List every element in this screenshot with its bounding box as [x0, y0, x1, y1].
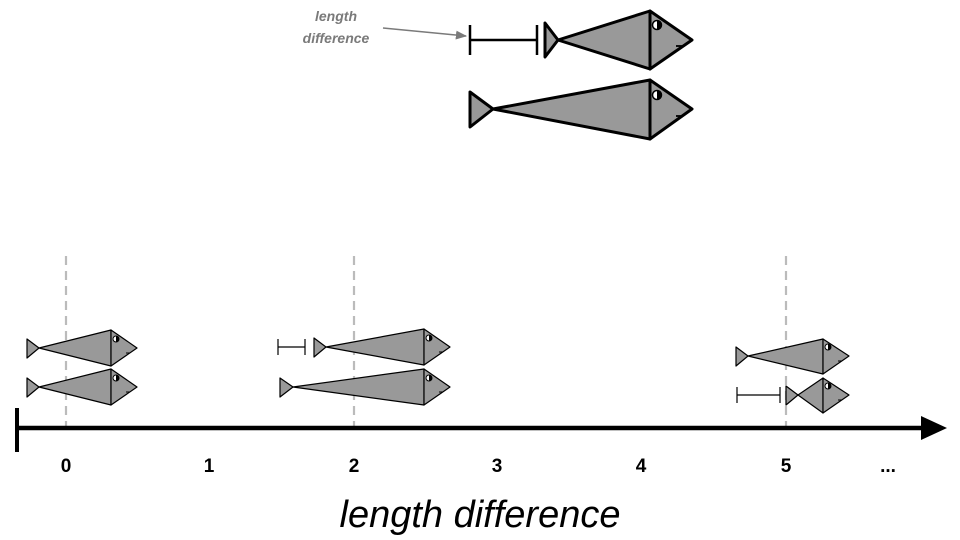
example-difference-0	[26, 329, 138, 406]
short-fish	[543, 9, 694, 71]
example-difference-2	[277, 328, 451, 406]
tick-label-3: 3	[492, 456, 503, 477]
length-difference-bracket	[736, 387, 781, 403]
callout-arrow	[382, 27, 468, 40]
callout: length difference	[303, 8, 468, 46]
length-difference-bracket	[468, 25, 539, 55]
axis-arrowhead-icon	[921, 416, 947, 440]
length-difference-bracket	[277, 339, 306, 355]
fish	[785, 377, 850, 414]
long-fish	[468, 78, 694, 141]
fish	[313, 328, 451, 366]
example-difference-5	[735, 338, 850, 414]
x-axis: 0 1 2 3 4 5 ... length difference	[15, 408, 947, 536]
tick-ellipsis: ...	[880, 456, 896, 477]
tick-label-2: 2	[349, 456, 360, 477]
top-illustration: length difference	[303, 8, 694, 141]
tick-label-5: 5	[781, 456, 792, 477]
tick-label-0: 0	[61, 456, 72, 477]
callout-line-1: length	[315, 8, 357, 24]
fish	[735, 338, 850, 375]
tick-label-4: 4	[636, 456, 647, 477]
axis-title: length difference	[340, 494, 621, 536]
fish	[26, 329, 138, 367]
fish	[26, 368, 138, 406]
fish	[279, 368, 451, 406]
tick-label-1: 1	[204, 456, 215, 477]
callout-line-2: difference	[303, 30, 370, 46]
